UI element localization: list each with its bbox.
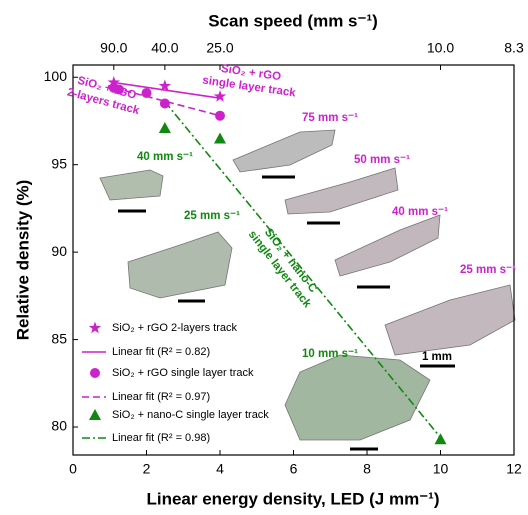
x-tick-label: 0 xyxy=(69,461,77,477)
legend-label: Linear fit (R² = 0.98) xyxy=(112,432,210,444)
point xyxy=(214,90,226,102)
point xyxy=(159,122,171,133)
y-tick-label: 100 xyxy=(44,68,68,84)
y-axis-title: Relative density (%) xyxy=(13,180,32,341)
chart: Linear energy density, LED (J mm⁻¹) Scan… xyxy=(0,0,528,515)
annotation: 50 mm s⁻¹ xyxy=(354,154,410,166)
y-tick-label: 90 xyxy=(51,243,67,259)
x-tick-label: 10 xyxy=(433,461,449,477)
x2-tick-label: 8.3 xyxy=(504,40,524,56)
x2-tick-label: 90.0 xyxy=(100,40,127,56)
x-tick-label: 4 xyxy=(216,461,224,477)
x2-axis-title: Scan speed (mm s⁻¹) xyxy=(208,11,378,30)
legend-marker xyxy=(89,409,101,420)
point xyxy=(435,433,447,444)
x2-tick-label: 10.0 xyxy=(427,40,454,56)
legend-label: SiO₂ + nano-C single layer track xyxy=(112,409,269,421)
legend-marker xyxy=(89,322,101,334)
x-tick-label: 6 xyxy=(290,461,298,477)
y-tick-label: 95 xyxy=(51,155,67,171)
x2-tick-label: 40.0 xyxy=(151,40,178,56)
legend-label: SiO₂ + rGO 2-layers track xyxy=(112,322,237,334)
annotation: 25 mm s⁻¹ xyxy=(460,264,516,276)
x-axis-title: Linear energy density, LED (J mm⁻¹) xyxy=(146,489,439,508)
point xyxy=(215,111,225,121)
legend-label: SiO₂ + rGO single layer track xyxy=(112,367,254,379)
legend-label: Linear fit (R² = 0.82) xyxy=(112,346,210,358)
x-tick-label: 8 xyxy=(363,461,371,477)
point xyxy=(142,88,152,98)
annotation: 40 mm s⁻¹ xyxy=(137,151,193,163)
legend-label: Linear fit (R² = 0.97) xyxy=(112,391,210,403)
annotation: 75 mm s⁻¹ xyxy=(302,112,358,124)
point xyxy=(160,98,170,108)
annotation: 10 mm s⁻¹ xyxy=(302,348,358,360)
y-tick-label: 80 xyxy=(51,418,67,434)
annotation: 25 mm s⁻¹ xyxy=(184,210,240,222)
legend-marker xyxy=(90,368,100,378)
legend: SiO₂ + rGO 2-layers track Linear fit (R² … xyxy=(82,322,269,444)
annotation: 1 mm xyxy=(422,351,452,363)
x-tick-label: 12 xyxy=(506,461,522,477)
y-tick-label: 85 xyxy=(51,330,67,346)
annotation: 40 mm s⁻¹ xyxy=(392,206,448,218)
x-tick-label: 2 xyxy=(143,461,151,477)
point xyxy=(214,132,226,143)
x2-tick-label: 25.0 xyxy=(206,40,233,56)
